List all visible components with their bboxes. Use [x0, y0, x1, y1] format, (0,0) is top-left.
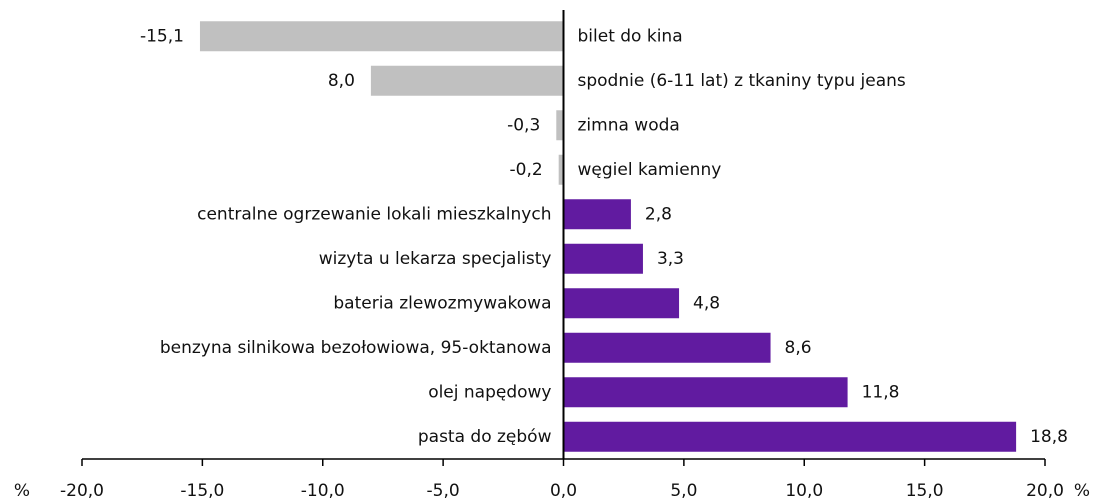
x-tick-label: -20,0 [60, 481, 104, 501]
value-label: -0,3 [507, 115, 540, 135]
bar [563, 199, 631, 230]
value-label: 18,8 [1030, 427, 1068, 447]
value-label: 8,6 [785, 338, 812, 358]
x-tick-label: -10,0 [301, 481, 345, 501]
bar [558, 154, 564, 185]
x-unit-right: % [1074, 481, 1090, 501]
category-label: zimna woda [578, 115, 680, 135]
category-label: benzyna silnikowa bezołowiowa, 95-oktano… [160, 338, 552, 358]
category-label: bateria zlewozmywakowa [333, 293, 551, 313]
value-label: -15,1 [140, 26, 184, 46]
value-label: 8,0 [328, 71, 355, 91]
category-label: pasta do zębów [418, 427, 552, 447]
x-unit-left: % [14, 481, 30, 501]
category-label: olej napędowy [428, 382, 551, 402]
bar [563, 288, 680, 319]
x-tick-label: -5,0 [427, 481, 460, 501]
category-label: wizyta u lekarza specjalisty [319, 249, 552, 269]
value-label: 11,8 [862, 382, 900, 402]
x-tick-label: 5,0 [670, 481, 697, 501]
value-label: 4,8 [693, 293, 720, 313]
x-tick-label: 10,0 [785, 481, 823, 501]
category-label: bilet do kina [578, 26, 683, 46]
x-tick-label: 20,0 [1026, 481, 1064, 501]
x-tick-label: 0,0 [550, 481, 577, 501]
bar [563, 243, 643, 274]
value-label: -0,2 [510, 160, 543, 180]
value-label: 2,8 [645, 204, 672, 224]
category-label: węgiel kamienny [578, 160, 722, 180]
bar [563, 377, 848, 408]
x-tick-label: 15,0 [906, 481, 944, 501]
value-label: 3,3 [657, 249, 684, 269]
bar [563, 421, 1017, 452]
category-label: centralne ogrzewanie lokali mieszkalnych [197, 204, 551, 224]
category-label: spodnie (6-11 lat) z tkaniny typu jeans [578, 71, 906, 91]
bar [199, 21, 564, 52]
bar [556, 110, 564, 141]
x-tick-label: -15,0 [180, 481, 224, 501]
bar [563, 332, 771, 363]
bar [370, 65, 564, 96]
